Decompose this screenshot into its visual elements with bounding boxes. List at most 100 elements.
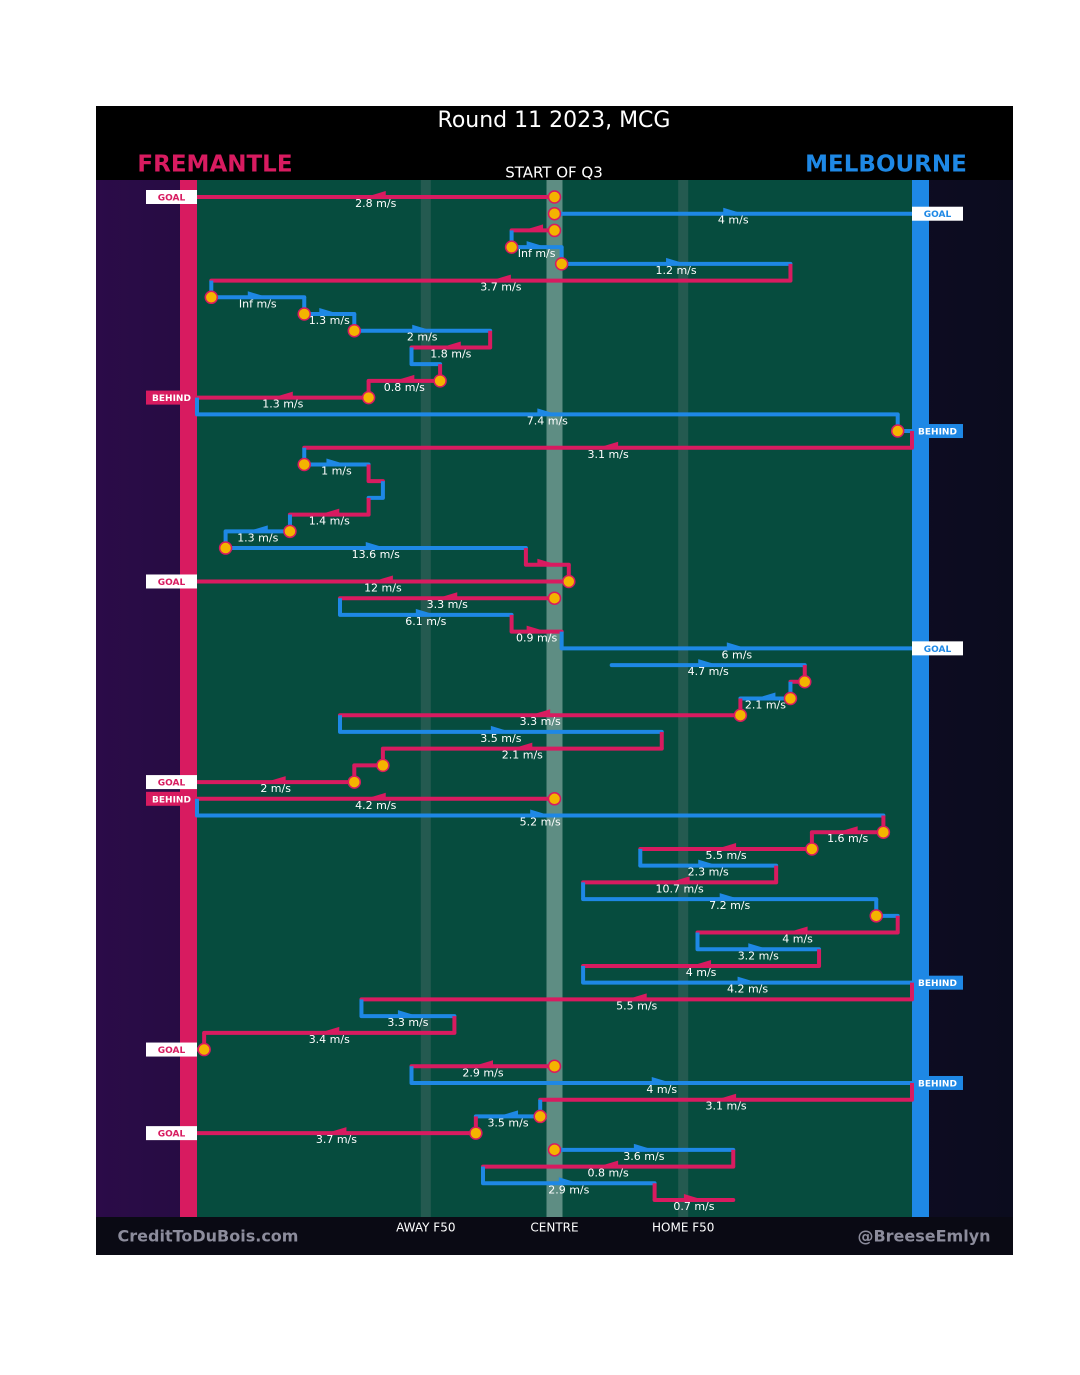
direction-arrow [247, 291, 268, 298]
possession-marker [547, 223, 562, 238]
direction-arrow [490, 725, 511, 732]
speed-label: 3.5 m/s [487, 1116, 528, 1129]
direction-arrow [683, 1194, 704, 1200]
direction-arrow [490, 274, 511, 281]
direction-arrow [837, 826, 858, 833]
speed-label: 0.8 m/s [384, 381, 425, 394]
speed-label: 1.8 m/s [430, 347, 471, 360]
speed-label: 3.3 m/s [520, 715, 561, 728]
speed-label: 1.3 m/s [237, 531, 278, 544]
possession-marker [733, 708, 748, 722]
direction-arrow [755, 692, 776, 699]
result-tag [146, 574, 197, 589]
direction-arrow [440, 341, 461, 348]
direction-arrow [716, 1093, 737, 1100]
direction-arrow [326, 458, 347, 465]
direction-arrow [691, 959, 712, 966]
direction-arrow [526, 241, 547, 248]
direction-arrow [669, 876, 690, 883]
result-label: BEHIND [918, 979, 957, 989]
direction-arrow [698, 659, 719, 666]
direction-arrow [666, 257, 687, 264]
result-label: GOAL [158, 779, 186, 789]
speed-label: 1.3 m/s [309, 314, 350, 327]
direction-arrow [412, 324, 433, 331]
speed-label: 4 m/s [686, 966, 717, 979]
speed-label: 3.4 m/s [309, 1033, 350, 1046]
speed-label: 3.7 m/s [316, 1133, 357, 1146]
result-tag [912, 1075, 963, 1090]
result-label: GOAL [924, 645, 952, 655]
field-line [678, 180, 689, 1217]
field-line [546, 180, 563, 1217]
possession-marker [547, 206, 562, 221]
possession-marker [376, 758, 390, 773]
team-name: MELBOURNE [805, 152, 967, 178]
possession-marker [547, 1143, 562, 1157]
speed-label: 6.1 m/s [405, 615, 446, 628]
speed-label: 4.7 m/s [688, 665, 729, 678]
credit: CreditToDuBois.com [118, 1227, 299, 1246]
speed-label: 3.7 m/s [480, 281, 521, 294]
possession-marker [547, 1059, 562, 1074]
possession-marker [805, 842, 819, 856]
speed-label: 3.3 m/s [427, 598, 468, 611]
speed-label: 3.1 m/s [706, 1100, 747, 1113]
result-label: BEHIND [918, 428, 957, 438]
result-label: BEHIND [152, 394, 191, 404]
result-tag [146, 190, 197, 204]
direction-arrow [748, 943, 769, 950]
direction-arrow [437, 592, 458, 599]
direction-arrow [537, 408, 558, 415]
speed-label: 2.9 m/s [462, 1066, 503, 1079]
direction-arrow [319, 1026, 340, 1033]
result-label: BEHIND [918, 1079, 957, 1089]
speed-label: 2.1 m/s [502, 749, 543, 762]
direction-arrow [651, 1076, 672, 1083]
direction-arrow [598, 441, 619, 448]
speed-label: 6 m/s [721, 648, 752, 661]
speed-label: 7.4 m/s [527, 414, 568, 427]
direction-arrow [512, 742, 533, 749]
possession-marker [869, 909, 883, 923]
direction-arrow [473, 1060, 493, 1067]
speed-label: 5.5 m/s [616, 999, 657, 1012]
speed-label: 0.8 m/s [588, 1167, 629, 1180]
result-label: BEHIND [152, 795, 191, 805]
direction-arrow [319, 508, 340, 515]
possession-marker [297, 307, 311, 321]
possession-marker [218, 541, 233, 555]
direction-arrow [365, 792, 386, 799]
speed-label: Inf m/s [518, 247, 556, 260]
subtitle: START OF Q3 [505, 164, 603, 182]
possession-marker [361, 390, 376, 405]
direction-arrow [372, 575, 393, 582]
speed-label: 7.2 m/s [709, 899, 750, 912]
speed-label: 3.5 m/s [480, 732, 521, 745]
speed-label: 4 m/s [718, 214, 749, 227]
speed-label: Inf m/s [239, 297, 277, 310]
chart-title: Round 11 2023, MCG [438, 108, 671, 133]
direction-arrow [326, 1127, 347, 1134]
speed-label: 1 m/s [321, 464, 352, 477]
possession-marker [347, 323, 362, 338]
direction-arrow [723, 207, 744, 214]
speed-label: 1.4 m/s [309, 515, 350, 528]
goal-post [180, 180, 197, 1217]
possession-marker [798, 675, 812, 689]
result-label: GOAL [158, 194, 186, 204]
possession-marker [197, 1042, 211, 1057]
possession-marker [504, 240, 519, 254]
result-tag [146, 390, 197, 405]
direction-arrow [397, 1010, 418, 1017]
result-label: GOAL [158, 1130, 186, 1140]
result-tag [146, 1042, 197, 1057]
direction-arrow [415, 608, 436, 615]
direction-arrow [272, 391, 293, 398]
speed-label: 5.2 m/s [520, 816, 561, 829]
result-tag [912, 641, 963, 656]
speed-label: 4 m/s [646, 1083, 677, 1096]
speed-label: 1.3 m/s [262, 398, 303, 411]
possession-marker [469, 1126, 483, 1140]
possession-marker [562, 574, 576, 589]
